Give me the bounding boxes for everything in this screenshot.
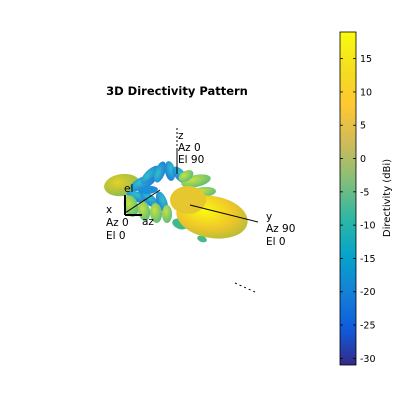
x-axis-el: El 0 xyxy=(106,230,126,242)
x-axis-name: x xyxy=(106,204,112,216)
colorbar-tick-label: 5 xyxy=(360,121,366,132)
colorbar-tick-label: -10 xyxy=(360,221,376,232)
z-axis-name: z xyxy=(178,130,184,142)
z-axis-label: z Az 0 El 90 xyxy=(178,130,204,166)
colorbar-label: Directivity (dBi) xyxy=(382,159,393,237)
y-axis-az: Az 90 xyxy=(266,223,295,235)
chart-title: 3D Directivity Pattern xyxy=(106,84,248,98)
axis-lines xyxy=(124,128,259,293)
y-axis-name: y xyxy=(266,211,272,223)
colorbar-gradient xyxy=(339,31,357,366)
x-axis-az: Az 0 xyxy=(106,217,129,229)
colorbar-tick-label: -15 xyxy=(360,254,376,265)
colorbar-tick-label: -30 xyxy=(360,354,376,365)
x-axis-label: x Az 0 El 0 xyxy=(106,204,129,242)
y-axis-label: y Az 90 El 0 xyxy=(266,211,295,248)
colorbar-tick-label: 10 xyxy=(360,87,372,98)
az-marker: az xyxy=(142,216,154,228)
colorbar-tick-label: -25 xyxy=(360,321,376,332)
z-axis-el: El 90 xyxy=(178,154,204,166)
colorbar-tick-label: -5 xyxy=(360,187,369,198)
z-axis-az: Az 0 xyxy=(178,142,201,154)
colorbar-ticks: 15 10 5 0 -5 -10 -15 -20 -25 -30 xyxy=(340,54,376,365)
el-marker: el xyxy=(124,183,133,195)
y-axis-el: El 0 xyxy=(266,236,286,248)
back-lobe xyxy=(104,173,140,197)
colorbar: 15 10 5 0 -5 -10 -15 -20 -25 -30 Directivity (dBi… xyxy=(339,31,393,366)
colorbar-tick-label: 0 xyxy=(360,154,366,165)
colorbar-tick-label: -20 xyxy=(360,287,376,298)
colorbar-tick-label: 15 xyxy=(360,54,372,65)
